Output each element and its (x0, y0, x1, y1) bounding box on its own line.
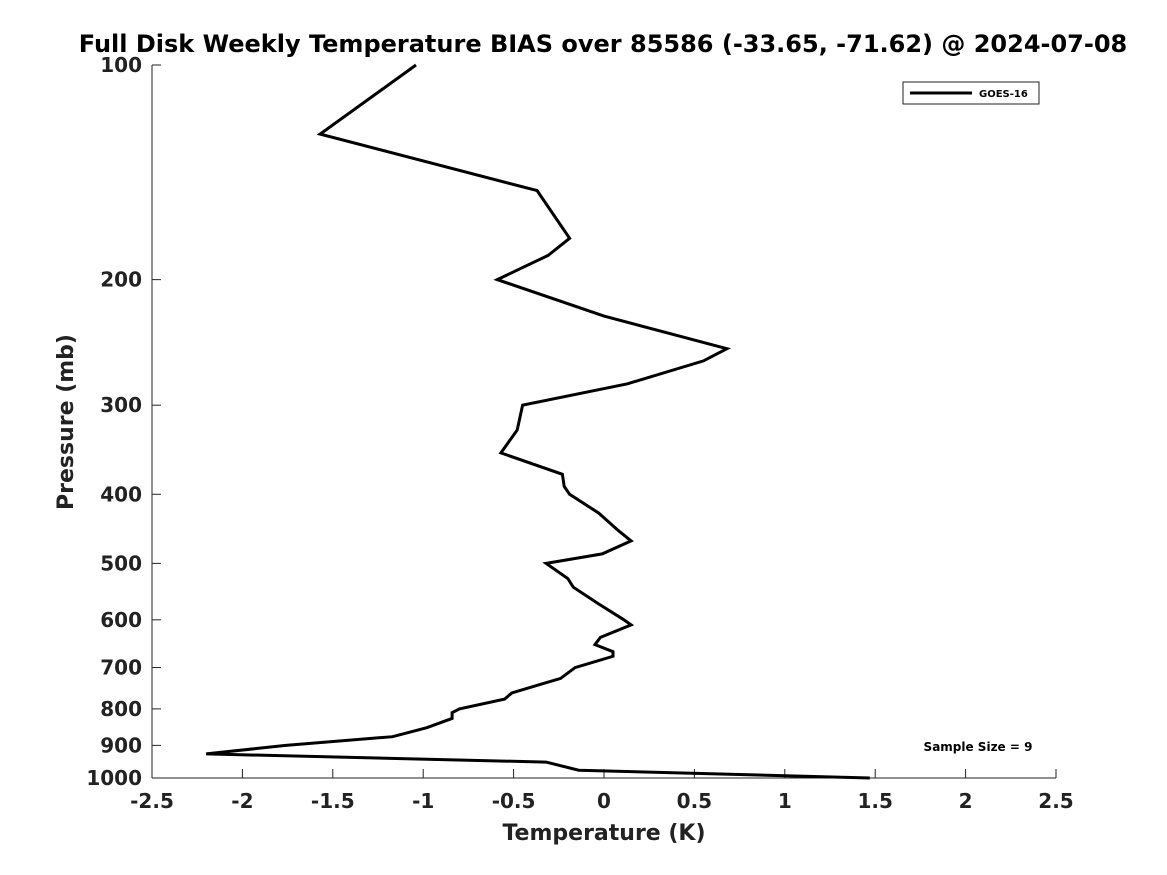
y-tick-label: 300 (100, 393, 142, 417)
series-group (206, 63, 870, 780)
y-tick-label: 400 (100, 482, 142, 506)
x-tick-label: -0.5 (492, 789, 536, 813)
chart-title: Full Disk Weekly Temperature BIAS over 8… (79, 30, 1127, 58)
x-tick-label: -1.5 (311, 789, 355, 813)
y-tick-label: 500 (100, 551, 142, 575)
x-tick-label: 0.5 (677, 789, 712, 813)
x-ticks: -2.5 -2 -1.5 -1 -0.5 0 0.5 1 1.5 2 2.5 (130, 769, 1074, 813)
legend-label-goes-16: GOES-16 (979, 89, 1028, 100)
legend: GOES-16 (902, 81, 1040, 105)
x-tick-label: 1 (778, 789, 792, 813)
sample-size-annotation: Sample Size = 9 (924, 740, 1033, 754)
y-tick-label: 1000 (86, 766, 142, 790)
x-tick-label: 2 (959, 789, 973, 813)
y-tick-label: 800 (100, 697, 142, 721)
x-tick-label: -1 (412, 789, 434, 813)
series-line-goes-16 (206, 63, 870, 780)
x-tick-label: -2.5 (130, 789, 174, 813)
y-tick-label: 200 (100, 268, 142, 292)
y-tick-label: 100 (100, 53, 142, 77)
y-tick-label: 900 (100, 733, 142, 757)
x-tick-label: 2.5 (1038, 789, 1073, 813)
x-tick-label: -2 (231, 789, 253, 813)
y-ticks: 100 200 300 400 500 600 700 800 900 1000 (86, 53, 161, 790)
y-axis-label: Pressure (mb) (54, 334, 79, 510)
x-axis-label: Temperature (K) (502, 821, 705, 846)
x-tick-label: 0 (597, 789, 611, 813)
y-tick-label: 600 (100, 608, 142, 632)
y-tick-label: 700 (100, 656, 142, 680)
x-tick-label: 1.5 (857, 789, 892, 813)
